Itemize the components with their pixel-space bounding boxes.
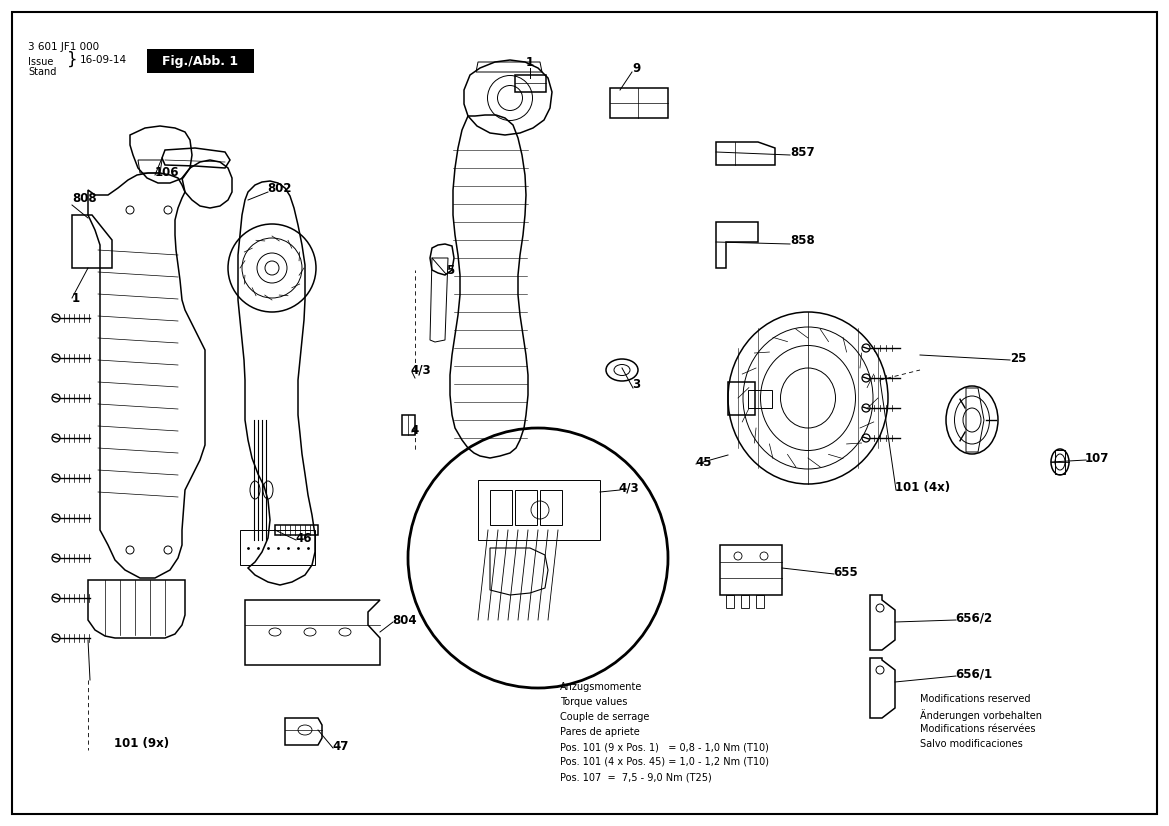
Text: 101 (9x): 101 (9x) <box>115 738 170 751</box>
Text: 101 (4x): 101 (4x) <box>895 482 950 495</box>
Text: Fig./Abb. 1: Fig./Abb. 1 <box>162 55 238 69</box>
Text: 656/2: 656/2 <box>955 611 992 624</box>
Text: Torque values: Torque values <box>560 697 628 707</box>
Text: 9: 9 <box>632 61 641 74</box>
Text: Modifications reserved: Modifications reserved <box>920 694 1031 704</box>
Text: 5: 5 <box>447 263 455 277</box>
Text: Pos. 107  =  7,5 - 9,0 Nm (T25): Pos. 107 = 7,5 - 9,0 Nm (T25) <box>560 772 712 782</box>
Text: 3: 3 <box>632 378 641 392</box>
Text: Anzugsmomente: Anzugsmomente <box>560 682 643 692</box>
Text: 808: 808 <box>72 192 97 205</box>
Text: 857: 857 <box>790 145 815 159</box>
Text: 45: 45 <box>696 455 712 468</box>
Text: 1: 1 <box>72 292 81 305</box>
Text: 16-09-14: 16-09-14 <box>79 55 127 65</box>
Text: 106: 106 <box>155 165 180 178</box>
Text: 802: 802 <box>267 182 291 194</box>
Text: 107: 107 <box>1085 452 1109 464</box>
Text: 656/1: 656/1 <box>955 667 992 681</box>
Text: Änderungen vorbehalten: Änderungen vorbehalten <box>920 709 1042 721</box>
FancyBboxPatch shape <box>147 49 254 73</box>
Text: }: } <box>67 51 77 69</box>
Text: 4/3: 4/3 <box>618 482 638 495</box>
Text: 858: 858 <box>790 234 815 246</box>
Text: Issue: Issue <box>28 57 54 67</box>
Text: Salvo modificaciones: Salvo modificaciones <box>920 739 1023 749</box>
Text: 1: 1 <box>526 55 534 69</box>
Text: 46: 46 <box>295 531 311 544</box>
Text: 655: 655 <box>833 566 858 578</box>
Text: 804: 804 <box>392 614 416 626</box>
Text: Modifications réservées: Modifications réservées <box>920 724 1036 734</box>
Text: Pos. 101 (4 x Pos. 45) = 1,0 - 1,2 Nm (T10): Pos. 101 (4 x Pos. 45) = 1,0 - 1,2 Nm (T… <box>560 757 769 767</box>
Text: 4/3: 4/3 <box>410 363 430 377</box>
Text: Stand: Stand <box>28 67 56 77</box>
Text: 47: 47 <box>332 739 348 752</box>
Text: 4: 4 <box>410 424 419 436</box>
Text: 25: 25 <box>1010 352 1026 364</box>
Text: Pares de apriete: Pares de apriete <box>560 727 639 737</box>
Text: Couple de serrage: Couple de serrage <box>560 712 649 722</box>
Text: Pos. 101 (9 x Pos. 1)   = 0,8 - 1,0 Nm (T10): Pos. 101 (9 x Pos. 1) = 0,8 - 1,0 Nm (T1… <box>560 742 769 752</box>
Text: 3 601 JF1 000: 3 601 JF1 000 <box>28 42 99 52</box>
